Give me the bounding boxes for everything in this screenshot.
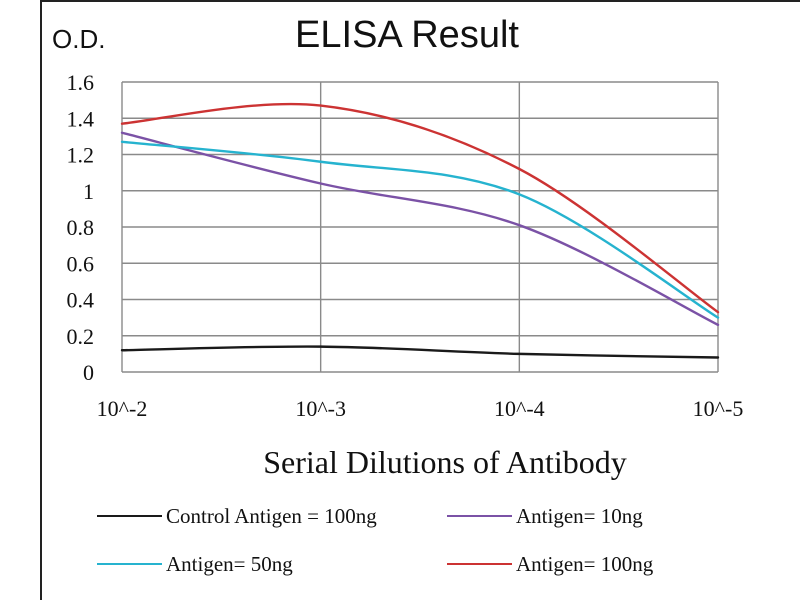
y-tick-label: 1.2 [67,143,95,168]
grid-layer [121,81,719,373]
y-tick-label: 0 [83,360,94,385]
y-tick-label: 1.6 [67,70,95,95]
chart-title: ELISA Result [295,14,519,56]
y-tick-label: 0.8 [67,215,95,240]
y-tick-label: 0.6 [67,251,95,276]
x-tick-labels: 10^-2 10^-3 10^-4 10^-5 [97,396,744,421]
legend-label-3: Antigen= 50ng [166,552,293,576]
series-line-4 [120,102,720,314]
y-tick-label: 1.4 [67,106,95,131]
y-tick-label: 1 [83,179,94,204]
x-tick-label: 10^-5 [693,396,744,421]
series-line-2 [120,131,720,327]
x-tick-label: 10^-4 [494,396,545,421]
x-tick-label: 10^-3 [295,396,346,421]
legend-label-1: Control Antigen = 100ng [166,504,377,528]
y-tick-label: 0.2 [67,324,95,349]
x-tick-label: 10^-2 [97,396,148,421]
y-tick-labels: 0 0.2 0.4 0.6 0.8 1 1.2 1.4 1.6 [67,70,95,385]
series-layer [120,102,720,359]
series-line-1 [120,345,720,359]
x-axis-title: Serial Dilutions of Antibody [263,444,627,480]
legend: Control Antigen = 100ng Antigen= 10ng Anti… [97,504,654,576]
series-line-3 [120,140,720,319]
legend-label-4: Antigen= 100ng [516,552,654,576]
legend-label-2: Antigen= 10ng [516,504,643,528]
y-tick-label: 0.4 [67,288,95,313]
y-axis-label: O.D. [52,24,105,54]
